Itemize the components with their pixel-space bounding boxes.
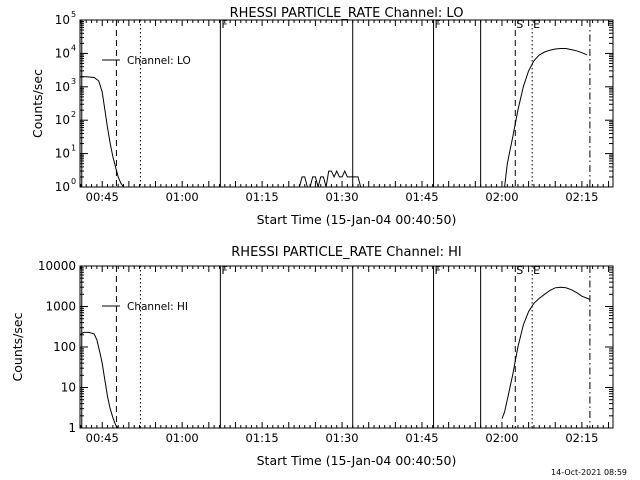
x-axis-label: Start Time (15-Jan-04 00:40:50) — [257, 212, 457, 227]
x-tick-label: 02:15 — [565, 190, 598, 204]
y-tick-exponent: 3 — [71, 77, 76, 86]
plot-panel-2: RHESSI PARTICLE_RATE Channel: HI 00:45 01:… — [10, 245, 614, 468]
chart-title: RHESSI PARTICLE_RATE Channel: HI — [231, 245, 461, 260]
y-tick-label: 10 — [55, 180, 70, 194]
x-tick-label: 02:00 — [485, 431, 518, 445]
event-marker-label: F — [221, 264, 227, 277]
y-tick-exponent: 2 — [71, 110, 76, 119]
y-tick-label: 10 — [55, 113, 70, 127]
chart-title: RHESSI PARTICLE_RATE Channel: LO — [230, 6, 464, 21]
x-tick-label: 01:45 — [405, 190, 438, 204]
y-tick-label: 10 — [55, 13, 70, 27]
y-tick-exponent: 0 — [71, 177, 76, 186]
y-tick-label: 10 — [61, 381, 76, 395]
x-tick-label: 01:00 — [166, 190, 199, 204]
x-tick-label: 01:45 — [405, 431, 438, 445]
legend-label: Channel: HI — [127, 301, 188, 313]
series-line — [298, 169, 366, 187]
y-tick-label: 10 — [55, 46, 70, 60]
x-axis-label: Start Time (15-Jan-04 00:40:50) — [257, 453, 457, 468]
plot-frame — [79, 265, 614, 429]
event-marker-label: S — [516, 264, 523, 277]
event-marker-label: F — [435, 264, 441, 277]
y-tick-exponent: 4 — [71, 43, 76, 52]
y-tick-exponent: 5 — [71, 10, 76, 19]
x-tick-label: 01:30 — [325, 190, 358, 204]
event-marker-label: F — [221, 18, 227, 31]
x-tick-label: 01:30 — [325, 431, 358, 445]
plot-frame — [79, 19, 614, 188]
y-tick-label: 10000 — [38, 259, 76, 273]
series-line — [501, 286, 591, 419]
x-tick-label: 02:15 — [565, 431, 598, 445]
y-axis-label: Counts/sec — [30, 69, 45, 138]
series-line — [504, 48, 588, 187]
x-tick-label: 02:00 — [485, 190, 518, 204]
plot-panel-1: RHESSI PARTICLE_RATE Channel: LO 00:45 01:… — [30, 6, 614, 227]
y-tick-exponent: 1 — [71, 144, 76, 153]
event-marker-label: F — [435, 18, 441, 31]
y-tick-label: 10 — [55, 147, 70, 161]
legend-label: Channel: LO — [127, 55, 191, 67]
event-marker-label: S — [516, 18, 523, 31]
y-tick-label: 100 — [53, 340, 76, 354]
y-axis-label: Counts/sec — [10, 312, 25, 381]
y-tick-label: 10 — [55, 80, 70, 94]
y-tick-label: 1 — [68, 421, 76, 435]
x-tick-label: 00:45 — [86, 431, 119, 445]
footer-timestamp: 14-Oct-2021 08:59 — [551, 468, 627, 477]
x-tick-label: 00:45 — [86, 190, 119, 204]
x-tick-label: 01:00 — [166, 431, 199, 445]
x-tick-label: 01:15 — [246, 190, 279, 204]
event-marker-label: E — [533, 264, 540, 277]
y-tick-label: 1000 — [45, 300, 76, 314]
event-marker-label: E — [533, 18, 540, 31]
series-line — [80, 76, 124, 187]
x-tick-label: 01:15 — [246, 431, 279, 445]
series-line — [80, 331, 119, 428]
